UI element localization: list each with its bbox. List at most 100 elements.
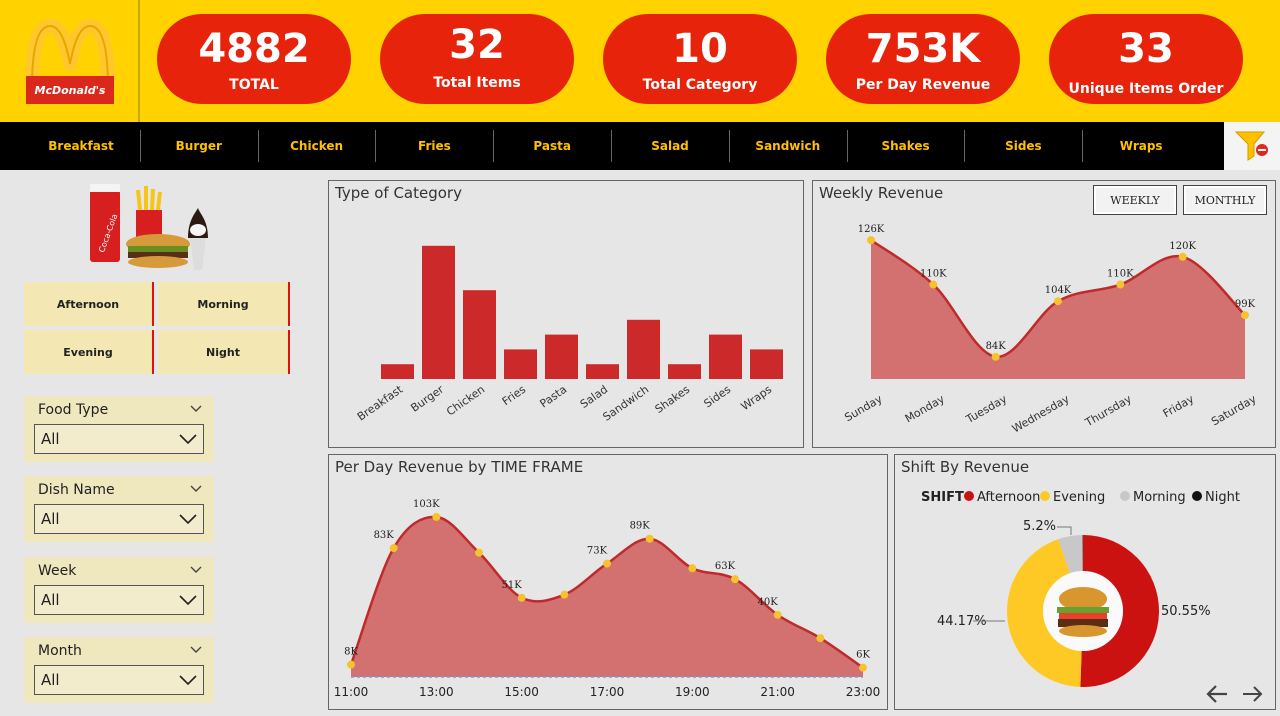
- bar-chicken[interactable]: [463, 290, 496, 379]
- bar-fries[interactable]: [504, 349, 537, 379]
- nav-salad[interactable]: Salad: [651, 139, 689, 153]
- timeframe-point[interactable]: [816, 634, 825, 643]
- legend-label[interactable]: Morning: [1133, 490, 1186, 505]
- bar-breakfast[interactable]: [381, 364, 414, 379]
- weekly-point[interactable]: [929, 280, 938, 289]
- kpi-label: Total Category: [642, 77, 758, 93]
- donut-slice-morning[interactable]: [1058, 535, 1083, 574]
- chevron-down-icon[interactable]: [190, 404, 202, 414]
- weekly-point[interactable]: [1116, 280, 1125, 289]
- dropdown-value: All: [41, 591, 60, 609]
- dropdown-value: All: [41, 671, 60, 689]
- legend-label[interactable]: Evening: [1053, 490, 1105, 505]
- x-tick-label: Saturday: [1209, 392, 1259, 428]
- x-tick-label: Breakfast: [355, 382, 406, 423]
- dropdown-value: All: [41, 510, 60, 528]
- legend-label[interactable]: Night: [1205, 490, 1240, 505]
- x-tick-label: Friday: [1161, 392, 1197, 420]
- shift-button-night[interactable]: Night: [158, 330, 290, 374]
- nav-wraps[interactable]: Wraps: [1119, 139, 1163, 153]
- weekly-point[interactable]: [1241, 311, 1249, 320]
- month-dropdown[interactable]: All: [34, 665, 204, 695]
- timeframe-area: [351, 516, 863, 677]
- nav-pasta[interactable]: Pasta: [533, 139, 571, 153]
- nav-sides[interactable]: Sides: [1005, 139, 1042, 153]
- kpi-label: Unique Items Order: [1068, 81, 1224, 97]
- back-arrow-icon[interactable]: [1205, 683, 1231, 705]
- chevron-down-icon[interactable]: [190, 484, 202, 494]
- bar-sides[interactable]: [709, 334, 742, 379]
- donut-slice-evening[interactable]: [1006, 539, 1082, 687]
- shift-button-evening[interactable]: Evening: [24, 330, 154, 374]
- week-dropdown[interactable]: All: [34, 585, 204, 615]
- weekly-button[interactable]: WEEKLY: [1093, 185, 1177, 215]
- food-type-dropdown[interactable]: All: [34, 424, 204, 454]
- legend-label[interactable]: Afternoon: [977, 490, 1040, 505]
- timeframe-point[interactable]: [347, 660, 355, 669]
- timeframe-point[interactable]: [603, 559, 611, 568]
- panel-title: Weekly Revenue: [819, 184, 944, 202]
- x-tick-label: Wednesday: [1010, 392, 1072, 435]
- slicer-title: Food Type: [38, 402, 109, 418]
- timeframe-point[interactable]: [560, 590, 569, 599]
- weekly-point[interactable]: [1178, 252, 1187, 261]
- shift-chart-panel: Shift By Revenue SHIFT Afternoon Evening Mo…: [894, 454, 1276, 710]
- timeframe-point[interactable]: [517, 593, 526, 602]
- kpi-label: TOTAL: [229, 77, 279, 93]
- x-tick-label: Tuesday: [963, 392, 1010, 426]
- slicer-title: Week: [38, 563, 77, 579]
- timeframe-point[interactable]: [645, 534, 654, 543]
- clear-filter-button[interactable]: [1224, 122, 1280, 170]
- x-tick-label: Sandwich: [601, 383, 652, 424]
- timeframe-point[interactable]: [773, 610, 782, 619]
- timeframe-data-label: 103K: [413, 499, 440, 510]
- x-tick-label: 13:00: [419, 685, 454, 699]
- timeframe-chart-panel: Per Day Revenue by TIME FRAME 8K 83K 103K 5…: [328, 454, 888, 710]
- kpi-value: 4882: [198, 26, 310, 72]
- panel-title: Per Day Revenue by TIME FRAME: [335, 458, 584, 476]
- nav-burger[interactable]: Burger: [175, 139, 222, 153]
- shift-button-afternoon[interactable]: Afternoon: [24, 282, 154, 326]
- weekly-chart-panel: Weekly Revenue WEEKLY MONTHLY 126K Sunday…: [812, 180, 1276, 448]
- kpi-value: 32: [449, 22, 505, 68]
- shift-button-morning[interactable]: Morning: [158, 282, 290, 326]
- timeframe-point[interactable]: [475, 548, 483, 557]
- timeframe-data-label: 73K: [587, 546, 608, 557]
- chevron-down-icon: [179, 675, 197, 686]
- bar-salad[interactable]: [586, 364, 619, 379]
- chevron-down-icon: [179, 514, 197, 525]
- leader-line: [1057, 526, 1072, 535]
- bar-pasta[interactable]: [545, 334, 578, 379]
- donut-slice-afternoon[interactable]: [1080, 535, 1159, 687]
- nav-breakfast[interactable]: Breakfast: [48, 139, 114, 153]
- nav-fries[interactable]: Fries: [418, 139, 451, 153]
- nav-divider: [493, 130, 495, 162]
- timeframe-data-label: 8K: [344, 647, 358, 658]
- nav-divider: [257, 130, 259, 162]
- bar-shakes[interactable]: [668, 364, 701, 379]
- weekly-point[interactable]: [867, 236, 875, 245]
- timeframe-point[interactable]: [731, 575, 739, 584]
- chevron-down-icon[interactable]: [190, 645, 202, 655]
- clear-filter-icon[interactable]: [1224, 122, 1280, 170]
- x-tick-label: 23:00: [846, 685, 881, 699]
- slicer-title: Dish Name: [38, 482, 115, 498]
- weekly-point[interactable]: [1054, 297, 1062, 306]
- bar-sandwich[interactable]: [627, 319, 660, 379]
- bar-burger[interactable]: [422, 245, 455, 379]
- chevron-down-icon[interactable]: [190, 565, 202, 575]
- monthly-button[interactable]: MONTHLY: [1183, 185, 1267, 215]
- timeframe-point[interactable]: [389, 544, 398, 553]
- weekly-point[interactable]: [991, 352, 1000, 361]
- timeframe-point[interactable]: [859, 663, 867, 672]
- dish-name-dropdown[interactable]: All: [34, 504, 204, 534]
- nav-sandwich[interactable]: Sandwich: [755, 139, 821, 153]
- header: McDonald's 4882 TOTAL 32 Total Items 10 …: [0, 0, 1280, 122]
- nav-shakes[interactable]: Shakes: [881, 139, 930, 153]
- nav-chicken[interactable]: Chicken: [290, 139, 344, 153]
- timeframe-point[interactable]: [432, 512, 441, 521]
- timeframe-point[interactable]: [688, 564, 697, 573]
- forward-arrow-icon[interactable]: [1241, 683, 1265, 705]
- bar-wraps[interactable]: [750, 349, 783, 379]
